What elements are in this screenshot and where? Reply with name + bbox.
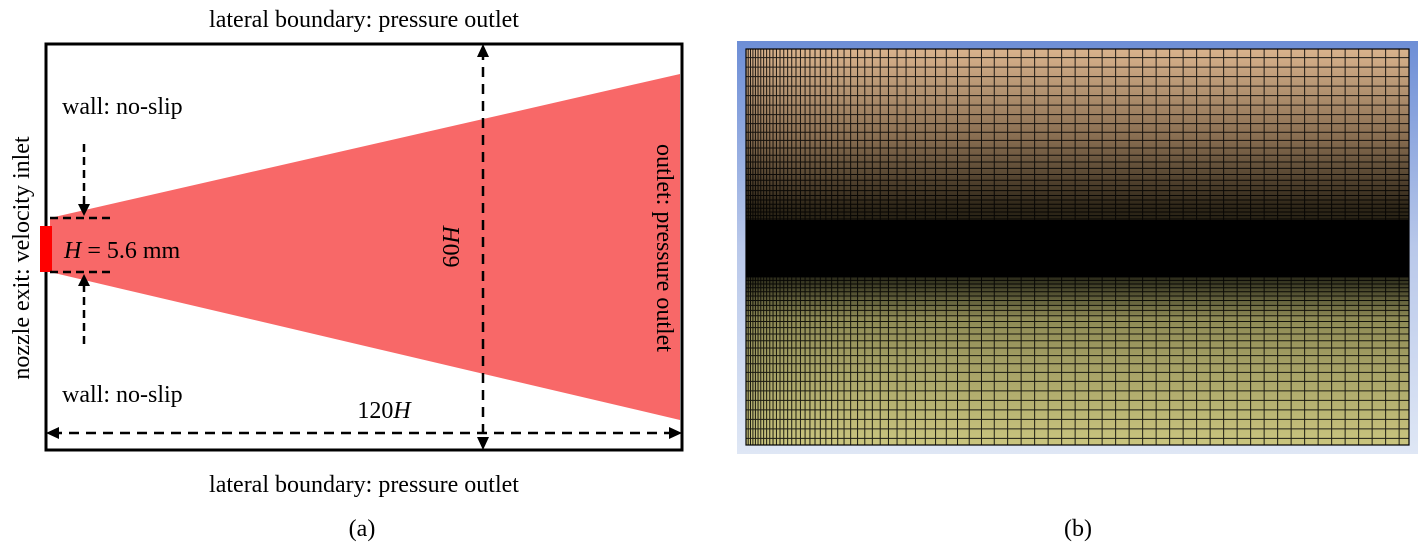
height-label: H = 5.6 mm xyxy=(63,238,181,264)
arrow-head-right xyxy=(669,427,682,439)
caption-b: (b) xyxy=(1064,516,1092,542)
dim-vertical-label: 60H xyxy=(439,225,465,268)
caption-a: (a) xyxy=(349,516,376,542)
dim-vertical-symbol: H xyxy=(439,225,465,245)
wall-top-label: wall: no-slip xyxy=(62,94,183,120)
dim-vertical-value: 60 xyxy=(439,244,465,268)
height-equation: = 5.6 mm xyxy=(81,238,180,264)
arrow-head-left xyxy=(46,427,59,439)
arrow-head-up xyxy=(477,44,489,57)
mesh-border xyxy=(745,48,1410,446)
mesh-core xyxy=(746,220,1409,277)
height-symbol: H xyxy=(63,238,83,264)
dim-horizontal-label: 120H xyxy=(357,398,412,424)
h-arrow-bottom-head xyxy=(78,274,90,286)
bottom-boundary-label: lateral boundary: pressure outlet xyxy=(209,472,519,498)
arrow-head-down xyxy=(477,437,489,450)
wall-bottom-label: wall: no-slip xyxy=(62,382,183,408)
panel-a: lateral boundary: pressure outlet latera… xyxy=(9,7,684,542)
top-boundary-label: lateral boundary: pressure outlet xyxy=(209,7,519,33)
dim-horizontal-value: 120 xyxy=(357,398,393,424)
inlet-label: nozzle exit: velocity inlet xyxy=(9,136,35,380)
dim-horizontal-symbol: H xyxy=(392,398,412,424)
outlet-label: outlet: pressure outlet xyxy=(651,144,677,352)
nozzle-exit xyxy=(40,226,52,272)
h-arrow-top-head xyxy=(78,204,90,216)
jet-region xyxy=(50,74,680,420)
panel-b: (b) xyxy=(737,41,1418,542)
